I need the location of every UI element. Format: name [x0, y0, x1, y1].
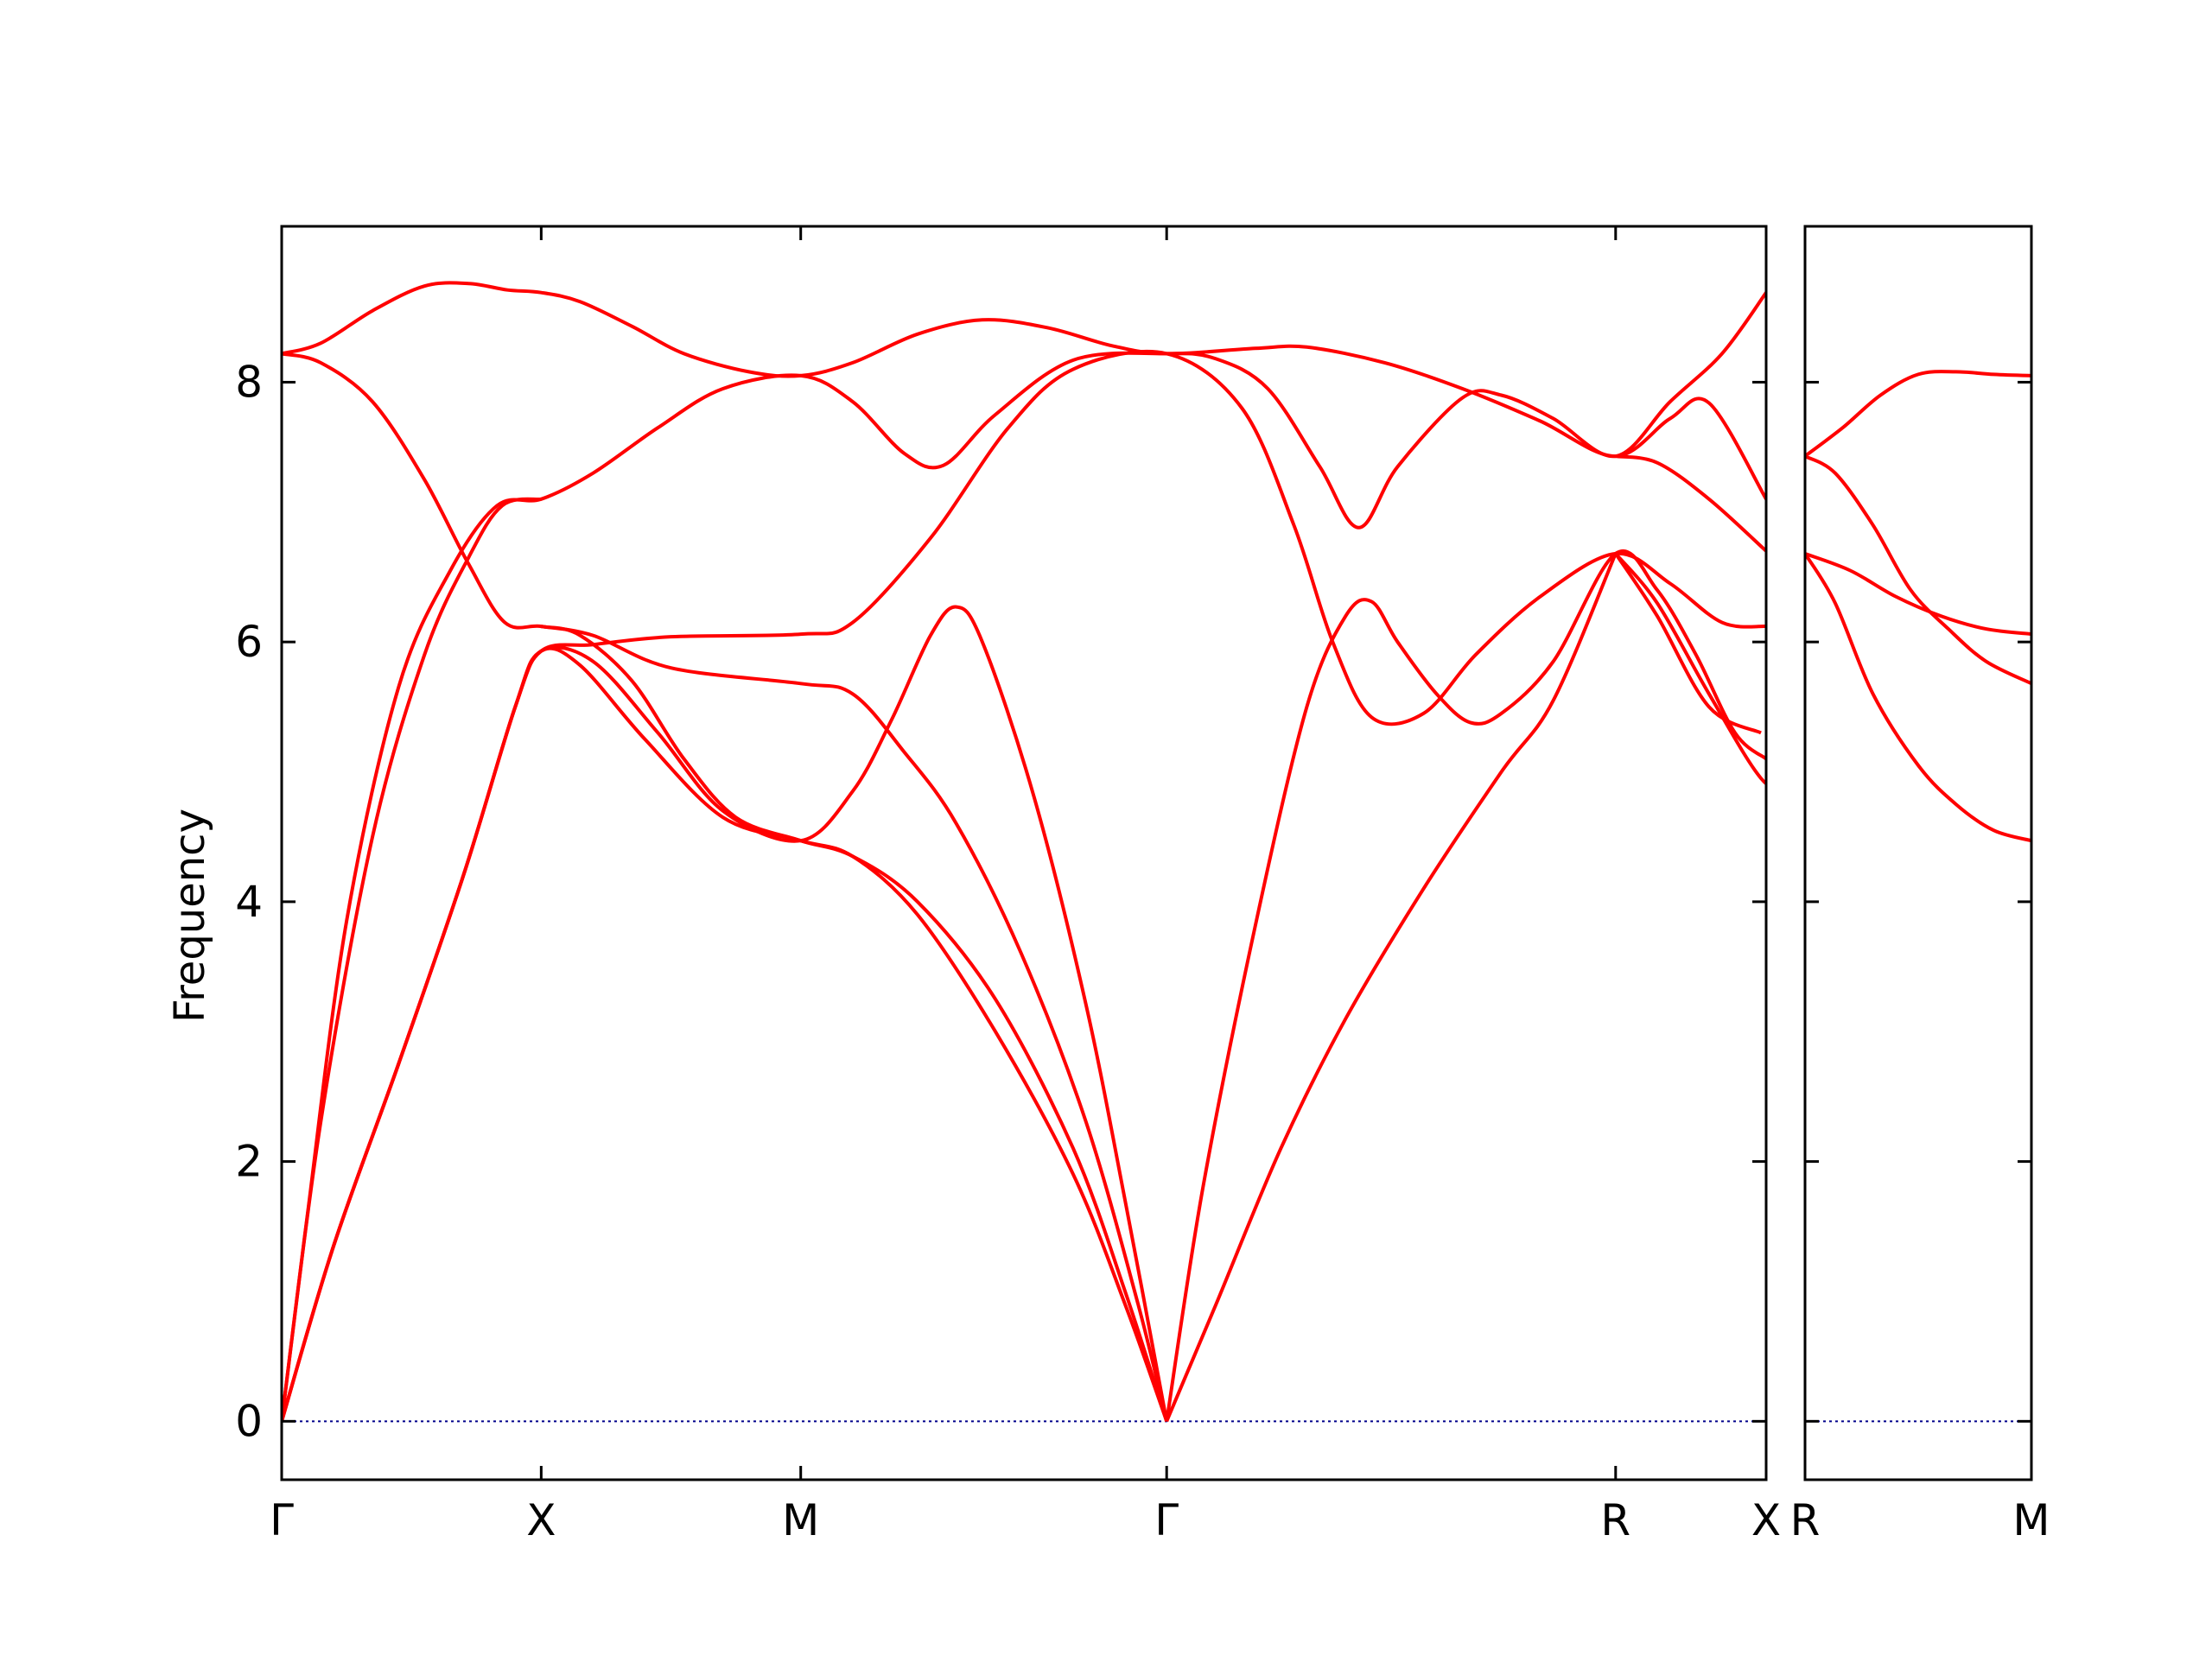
band-branch-main-0: [282, 281, 1766, 500]
band-branch-main-7: [540, 625, 1169, 1422]
panel-frame-side: [1803, 225, 2033, 1481]
y-tick-label: 0: [235, 1396, 263, 1446]
y-axis-label: Frequency: [166, 809, 214, 1023]
x-tick-label: X: [526, 1495, 556, 1545]
band-branch-main-9: [1165, 553, 1618, 1423]
band-branch-side-0: [1805, 370, 2031, 458]
y-tick-label: 6: [235, 617, 263, 667]
band-branch-main-6: [282, 497, 542, 1422]
band-branch-main-3: [282, 350, 1766, 1422]
band-branch-main-12: [1615, 454, 1766, 553]
band-branch-main-2: [282, 291, 1766, 1422]
x-tick-label: Γ: [1154, 1495, 1179, 1545]
y-tick-label: 4: [235, 877, 263, 927]
y-tick-label: 2: [235, 1137, 263, 1187]
x-tick-label: M: [2012, 1495, 2050, 1545]
band-branch-main-1: [282, 352, 1169, 1422]
band-branch-side-3: [1805, 552, 2031, 843]
x-tick-label: R: [1600, 1495, 1630, 1545]
band-branch-main-5: [282, 646, 1169, 1422]
band-branch-side-1: [1805, 454, 2031, 686]
panel-frame-main: [280, 225, 1768, 1481]
band-branch-main-11: [1614, 552, 1762, 735]
y-tick-label: 8: [235, 357, 263, 407]
x-tick-label: R: [1790, 1495, 1821, 1545]
x-tick-label: M: [782, 1495, 819, 1545]
x-tick-label: X: [1751, 1495, 1781, 1545]
x-tick-label: Γ: [270, 1495, 294, 1545]
band-branch-main-8: [1165, 549, 1766, 1422]
band-branch-side-2: [1805, 552, 2031, 637]
